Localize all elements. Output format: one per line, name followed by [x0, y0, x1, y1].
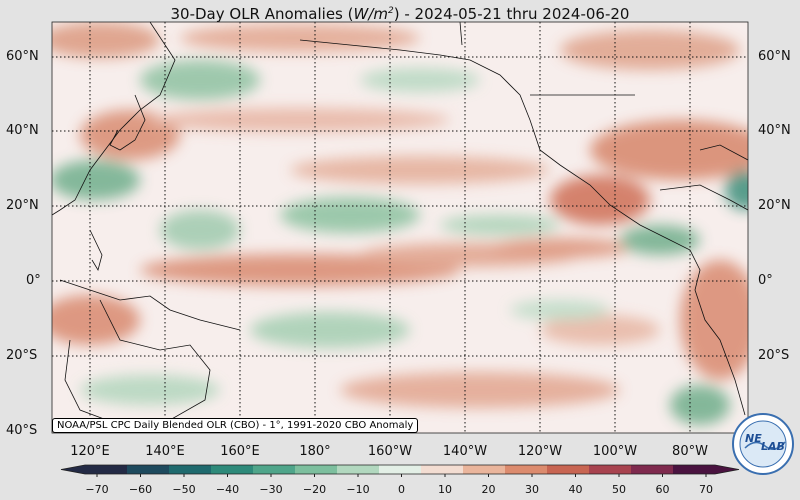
- colorbar-tick-label: 70: [699, 483, 713, 496]
- lat-label-right: 20°N: [758, 198, 791, 213]
- colorbar-swatch: [379, 465, 422, 474]
- graticule: [52, 22, 748, 433]
- data-credit: NOAA/PSL CPC Daily Blended OLR (CBO) - 1…: [52, 418, 419, 433]
- lon-label: 80°W: [672, 444, 708, 459]
- colorbar-swatch: [253, 465, 296, 474]
- colorbar-swatch: [85, 465, 128, 474]
- colorbar-swatch: [337, 465, 380, 474]
- lat-label-left: 60°N: [6, 49, 39, 64]
- colorbar-tick-label: 40: [568, 483, 583, 496]
- colorbar-tick-label: −30: [259, 483, 283, 496]
- colorbar-tick-label: 20: [481, 483, 496, 496]
- lat-label-right: 40°N: [758, 123, 791, 138]
- lat-label-right: 0°: [758, 273, 773, 288]
- colorbar-swatch: [673, 465, 716, 474]
- colorbar-swatch: [421, 465, 464, 474]
- colorbar-swatch: [127, 465, 170, 474]
- lat-label-left: 40°S: [6, 423, 38, 438]
- colorbar-swatch: [547, 465, 590, 474]
- colorbar-tick-label: −70: [85, 483, 109, 496]
- anomaly-field: [52, 22, 748, 433]
- colorbar-tick-label: −40: [215, 483, 240, 496]
- lat-label-left: 20°N: [6, 198, 39, 213]
- lon-label: 100°W: [592, 444, 638, 459]
- colorbar-swatch: [295, 465, 338, 474]
- logo-text-a: NE: [745, 432, 762, 445]
- colorbar-outline: [60, 464, 740, 475]
- lat-label-right: 60°N: [758, 49, 791, 64]
- map-title: 30-Day OLR Anomalies (W/m2) - 2024-05-21…: [170, 5, 630, 23]
- colorbar-tick-label: 50: [612, 483, 626, 496]
- colorbar-swatch: [631, 465, 674, 474]
- lon-label: 120°W: [517, 444, 563, 459]
- colorbar-tick-label: 60: [655, 483, 670, 496]
- lat-label-right: 20°S: [758, 348, 790, 363]
- lat-label-left: 40°N: [6, 123, 39, 138]
- lon-label: 160°E: [220, 444, 260, 459]
- colorbar-swatch: [505, 465, 548, 474]
- lon-label: 140°E: [145, 444, 185, 459]
- lon-label: 120°E: [70, 444, 110, 459]
- lat-label-left: 0°: [26, 273, 41, 288]
- colorbar-tick-label: −50: [172, 483, 196, 496]
- lat-label-left: 20°S: [6, 348, 38, 363]
- colorbar-extend-low: [61, 465, 85, 474]
- colorbar-tick-label: −60: [128, 483, 153, 496]
- colorbar-tick-label: 0: [398, 483, 405, 496]
- lon-label: 140°W: [442, 444, 488, 459]
- logo-text-b: LAB: [761, 440, 785, 453]
- colorbar-tick-label: −20: [302, 483, 327, 496]
- colorbar-extend-high: [715, 465, 739, 474]
- coastlines: [52, 22, 748, 426]
- lon-label: 180°: [299, 444, 331, 459]
- colorbar-swatch: [211, 465, 254, 474]
- colorbar-tick-label: 30: [525, 483, 539, 496]
- colorbar-swatch: [463, 465, 506, 474]
- colorbar: [60, 464, 740, 477]
- colorbar-swatch: [589, 465, 632, 474]
- colorbar-tick-label: 10: [438, 483, 452, 496]
- colorbar-tick-label: −10: [346, 483, 370, 496]
- psl-logo: NE LAB: [732, 413, 794, 475]
- colorbar-swatch: [169, 465, 212, 474]
- lon-label: 160°W: [367, 444, 413, 459]
